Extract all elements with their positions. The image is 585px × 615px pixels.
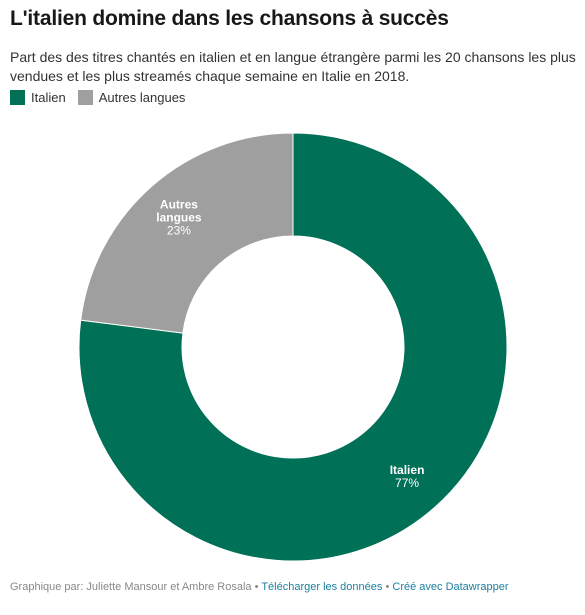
footer-separator: • — [254, 581, 259, 593]
legend-swatch-italien — [10, 90, 25, 105]
slice-value-label: 23% — [167, 224, 191, 238]
footer-separator: • — [385, 581, 390, 593]
legend-swatch-autres-langues — [77, 90, 93, 105]
chart-title: L'italien domine dans les chansons à suc… — [10, 7, 449, 30]
footer-credit: Graphique par: Juliette Mansour et Ambre… — [10, 581, 252, 593]
chart-subtitle: Part des des titres chantés en italien e… — [10, 49, 576, 84]
legend-item-italien: Italien — [10, 90, 66, 105]
slice-name-label: Italien — [390, 463, 425, 477]
slice-autres-langues — [80, 132, 294, 334]
download-data-link[interactable]: Télécharger les données — [261, 581, 383, 593]
legend-item-autres-langues: Autres langues — [77, 90, 186, 105]
legend-label-italien: Italien — [31, 90, 66, 105]
slice-name-label: Autres — [160, 198, 198, 212]
slice-value-label: 77% — [395, 476, 419, 490]
datawrapper-link[interactable]: Créé avec Datawrapper — [392, 581, 509, 593]
slice-italien — [78, 132, 508, 562]
chart-footer: Graphique par: Juliette Mansour et Ambre… — [10, 581, 509, 593]
chart-legend: Italien Autres langues — [10, 90, 197, 105]
legend-label-autres-langues: Autres langues — [98, 90, 186, 105]
slice-name-label: langues — [156, 211, 202, 225]
